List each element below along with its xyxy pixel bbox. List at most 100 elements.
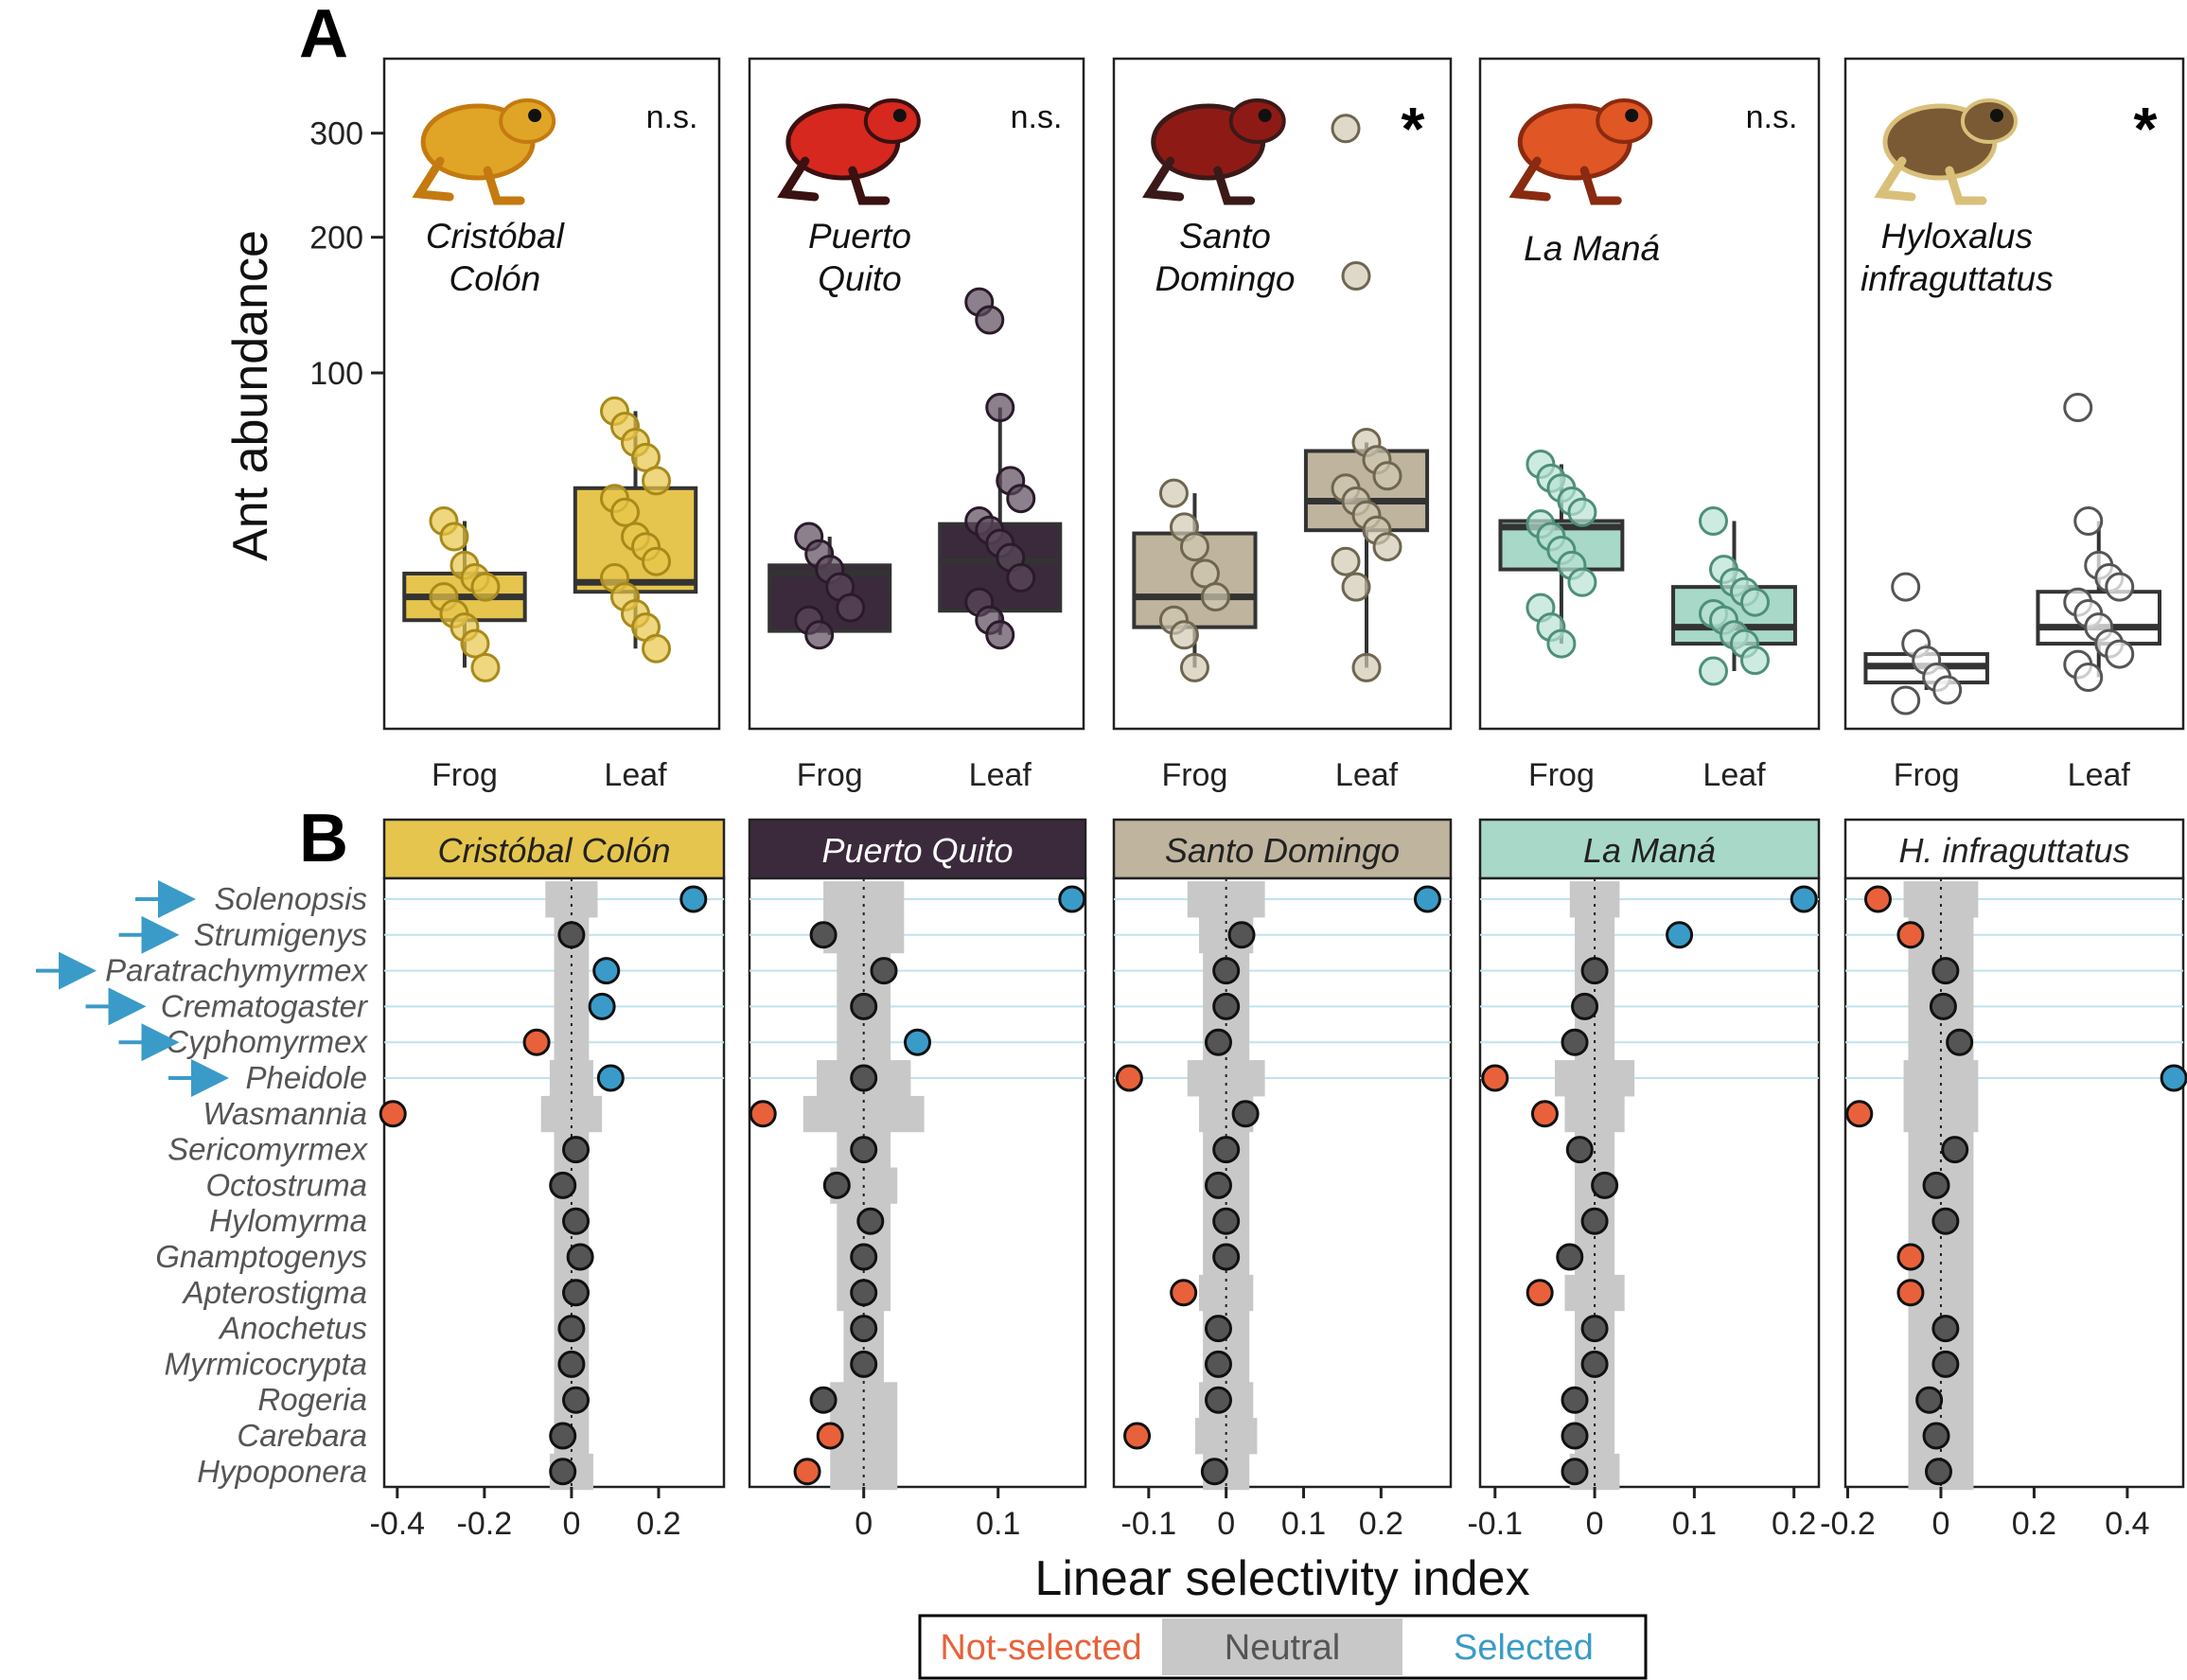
panel-letter-b: B [299, 801, 348, 876]
selectivity-point [557, 1350, 586, 1378]
x-tick-label: 0.1 [976, 1506, 1020, 1542]
genus-label: Rogeria [257, 1382, 367, 1417]
legend-neutral: Neutral [1225, 1628, 1341, 1668]
selectivity-point [1212, 992, 1241, 1020]
genus-label: Hypoponera [197, 1454, 367, 1489]
selectivity-point [557, 921, 586, 949]
selectivity-point [1530, 1100, 1559, 1128]
selectivity-point [1931, 1315, 1960, 1343]
selectivity-point [1212, 957, 1241, 985]
x-category-label: Frog [1528, 757, 1595, 793]
selectivity-point [1556, 1243, 1584, 1271]
selectivity-point [904, 1028, 931, 1056]
selectivity-point [1413, 885, 1441, 913]
selectivity-point [1204, 1350, 1232, 1378]
frog-eye [1989, 109, 2003, 122]
x-category-label: Leaf [969, 757, 1032, 793]
x-tick-label: 0 [855, 1506, 873, 1542]
genus-label: Sericomyrmex [168, 1132, 368, 1167]
x-category-label: Frog [1894, 757, 1960, 793]
data-point [1372, 461, 1402, 491]
site-title-line: Puerto [808, 217, 911, 256]
selectivity-point [596, 1064, 625, 1092]
data-point [1891, 572, 1921, 602]
neutral-band [1187, 881, 1265, 918]
selectivity-point [1896, 1279, 1925, 1307]
data-point [1341, 261, 1371, 292]
x-tick-label: 0.1 [1281, 1506, 1326, 1542]
x-tick-label: -0.1 [1467, 1506, 1523, 1542]
frog-head [863, 98, 921, 144]
panel-b: SolenopsisStrumigenysParatrachymyrmexCre… [36, 818, 2187, 1542]
data-point [985, 620, 1015, 650]
selectivity-point [809, 1386, 838, 1414]
selectivity-point [822, 1171, 851, 1199]
significance-marker: * [2134, 95, 2158, 163]
data-point [2073, 663, 2104, 693]
x-tick-label: 0 [1931, 1506, 1949, 1542]
y-tick-label-200: 200 [309, 221, 363, 256]
selectivity-point [850, 1350, 878, 1378]
selectivity-point [592, 957, 621, 985]
selectivity-point [1212, 1136, 1241, 1164]
genus-label: Strumigenys [194, 917, 367, 952]
genus-label: Carebara [237, 1418, 367, 1453]
neutral-band [1194, 1418, 1258, 1455]
x-category-label: Leaf [1702, 757, 1766, 793]
neutral-band [1903, 881, 1979, 918]
selectivity-point [379, 1100, 407, 1128]
x-tick-label: 0.2 [2012, 1506, 2056, 1542]
selectivity-point [1212, 1243, 1241, 1271]
selectivity-point [1580, 1315, 1609, 1343]
selectivity-point [1170, 1279, 1198, 1307]
selectivity-point [557, 1315, 586, 1343]
x-tick-label: 0.4 [2105, 1506, 2149, 1542]
x-category-label: Leaf [604, 757, 667, 793]
legend-not-selected: Not-selected [940, 1628, 1141, 1668]
data-point [1006, 484, 1036, 514]
significance-marker: n.s. [646, 99, 698, 135]
legend: Not-selected Neutral Selected [918, 1614, 1648, 1680]
data-point [1006, 563, 1036, 593]
strip-label: Puerto Quito [821, 831, 1013, 870]
selectivity-point [1922, 1422, 1950, 1450]
selectivity-point [549, 1422, 577, 1450]
x-tick-label: 0.2 [1359, 1506, 1403, 1542]
data-point [1567, 497, 1597, 527]
x-tick-label: 0 [562, 1506, 580, 1542]
selectivity-point [1946, 1028, 1974, 1056]
data-point [2105, 639, 2135, 669]
neutral-band [1569, 881, 1620, 918]
significance-marker: n.s. [1011, 99, 1063, 135]
site-title-line: Colón [449, 259, 540, 298]
x-tick-label: 0 [1586, 1506, 1604, 1542]
selectivity-point [1941, 1136, 1969, 1164]
selectivity-point [566, 1243, 594, 1271]
significance-marker: * [1402, 95, 1425, 163]
neutral-band [545, 881, 598, 918]
selectivity-point [1666, 921, 1694, 949]
frog-legs [1508, 156, 1622, 205]
selectivity-point [679, 885, 708, 913]
selectivity-point [1571, 992, 1599, 1020]
selectivity-point [1561, 1422, 1589, 1450]
data-point [1169, 620, 1199, 650]
frog-eye [1625, 109, 1639, 122]
selectivity-point [562, 1386, 591, 1414]
selectivity-point [749, 1100, 777, 1128]
selectivity-point [1845, 1100, 1874, 1128]
selectivity-point [1204, 1315, 1232, 1343]
data-point [2073, 505, 2104, 536]
selectivity-point [1058, 885, 1086, 913]
selectivity-point [1115, 1064, 1143, 1092]
selectivity-point [1580, 1350, 1609, 1378]
selectivity-point [1561, 1458, 1589, 1486]
selectivity-point [1922, 1171, 1950, 1199]
data-point [1331, 114, 1361, 144]
y-tick-label-300: 300 [309, 116, 363, 152]
x-tick-label: -0.2 [1820, 1506, 1876, 1542]
selectivity-point [1204, 1171, 1232, 1199]
x-category-label: Frog [797, 757, 863, 793]
